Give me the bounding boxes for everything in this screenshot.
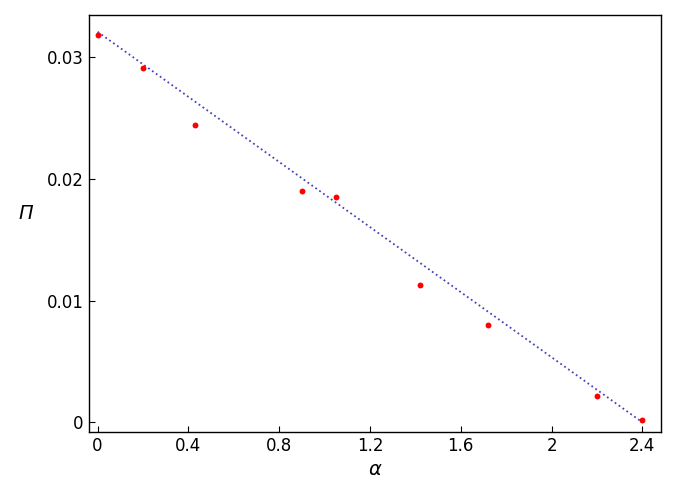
Point	[415, 281, 426, 289]
Point	[592, 392, 603, 400]
Point	[483, 321, 494, 329]
Point	[138, 64, 148, 72]
Point	[637, 416, 648, 424]
Point	[296, 187, 307, 195]
Point	[92, 31, 103, 39]
X-axis label: α: α	[368, 461, 381, 480]
Point	[330, 193, 341, 201]
Point	[190, 122, 201, 130]
Y-axis label: Π: Π	[18, 204, 33, 223]
